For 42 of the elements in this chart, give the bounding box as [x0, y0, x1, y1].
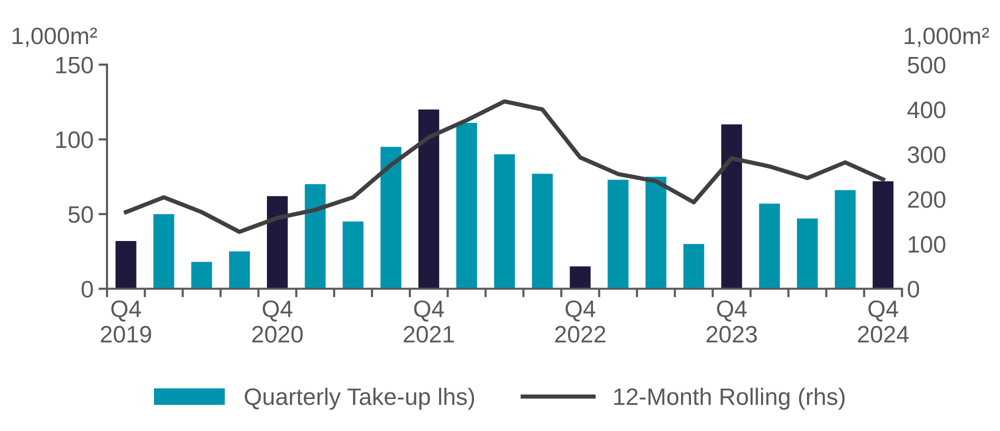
- bar: [646, 176, 666, 289]
- bar: [342, 222, 364, 289]
- y2-tick-label: 300: [908, 146, 946, 164]
- bar: [153, 214, 174, 289]
- x-tick-label: Q4 2021: [404, 300, 454, 343]
- x-tick-label: Q4 2023: [706, 300, 757, 343]
- y2-tick-label: 400: [907, 102, 946, 118]
- bar: [116, 240, 136, 289]
- bar: [494, 154, 515, 289]
- x-tick-label: Q4 2022: [555, 300, 606, 343]
- bar: [304, 184, 326, 289]
- y-tick-label: 150: [56, 56, 93, 74]
- bar: [608, 180, 628, 289]
- bar: [834, 190, 856, 289]
- line-series: [124, 99, 886, 234]
- bar: [683, 244, 704, 289]
- bar: [456, 122, 478, 289]
- bar: [418, 109, 440, 289]
- bar: [191, 262, 212, 289]
- y2-axis-title: 1,000m²: [904, 28, 990, 48]
- y-axis-title: 1,000m²: [12, 28, 98, 48]
- bar: [532, 174, 553, 289]
- y-tick-label: 0: [82, 280, 93, 298]
- y2-tick-label: 100: [908, 236, 946, 253]
- bar: [229, 251, 250, 289]
- bar: [266, 196, 288, 289]
- legend-label: Quarterly Take-up lhs): [244, 388, 474, 410]
- x-tick-label: Q4 2020: [252, 300, 303, 343]
- y-tick-label: 50: [68, 206, 93, 223]
- bar: [380, 146, 402, 289]
- bar: [721, 124, 742, 289]
- x-tick-label: Q4 2019: [100, 300, 152, 343]
- bar: [759, 204, 780, 289]
- y2-tick-label: 0: [908, 280, 920, 298]
- bar: [570, 266, 591, 289]
- y-tick-label: 100: [56, 131, 93, 148]
- y2-tick-label: 200: [908, 191, 946, 208]
- legend-label: 12-Month Rolling (rhs): [614, 388, 845, 410]
- bar: [796, 218, 818, 289]
- bar: [872, 181, 894, 289]
- x-tick-label: Q4 2024: [858, 300, 909, 343]
- y2-tick-label: 500: [908, 56, 946, 74]
